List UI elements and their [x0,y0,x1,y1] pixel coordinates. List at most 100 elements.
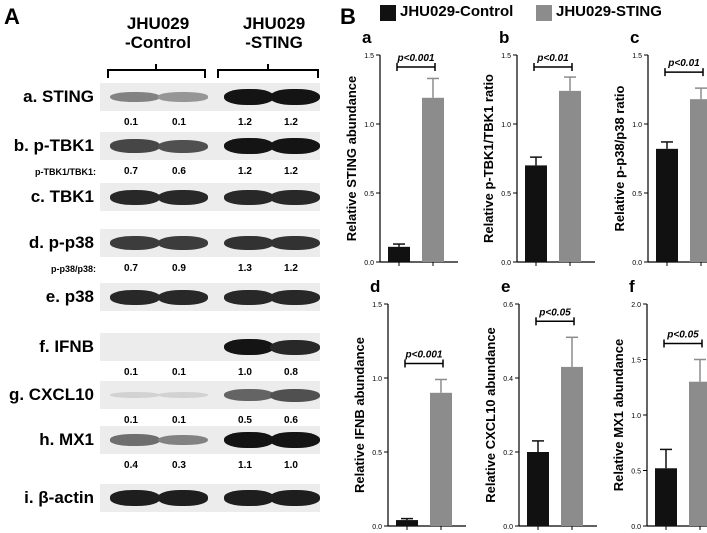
bar [388,246,410,262]
group-label-sting-line2: -STING [245,33,303,52]
bar [396,520,418,526]
blot-band [224,235,274,251]
densitometry-value: 0.9 [172,263,186,274]
blot-row-label: d. p-p38 [28,233,94,252]
blot-band [224,490,274,506]
legend-swatch-control [380,5,396,21]
significance-label: p<0.05 [538,307,571,318]
subpanel-letter: d [370,277,380,296]
densitometry-value: 0.1 [172,415,186,426]
blot-row-label: e. p38 [45,287,94,306]
group-brackets [107,64,319,78]
blot-band [270,289,320,305]
blot-band [270,189,320,205]
ratio-label: p-p38/p38: [50,264,96,274]
y-tick-label: 0.4 [503,376,513,383]
blot-strip [100,333,320,361]
bar [527,452,549,526]
panel-a-letter: A [4,4,20,29]
blot-band [158,139,208,153]
blot-band [224,89,274,105]
panel-b-letter: B [340,4,356,29]
subpanel-letter: f [629,277,635,296]
blot-strip [100,183,320,211]
densitometry-value: 0.1 [172,367,186,378]
y-tick-label: 1.5 [364,53,374,60]
significance-label: p<0.05 [666,330,699,341]
y-axis-label: Relative STING abundance [344,76,359,241]
blot-row-label: h. MX1 [39,430,94,449]
blot-strip [100,229,320,257]
blot-band [110,490,160,506]
blot-band [270,235,320,251]
y-tick-label: 1.5 [631,358,641,365]
bar [689,381,707,526]
blot-band [270,89,320,105]
blot-band [270,490,320,506]
densitometry-value: 0.1 [124,367,138,378]
blot-row-label: f. IFNB [39,337,94,356]
y-tick-label: 0.6 [503,302,513,309]
y-tick-label: 0.0 [501,260,511,267]
blot-band [110,139,160,153]
densitometry-value: 1.3 [238,263,252,274]
blot-band [110,91,160,103]
y-tick-label: 1.0 [364,122,374,129]
y-axis-label: Relative IFNB abundance [352,337,367,493]
subpanel-letter: c [630,28,639,47]
densitometry-value: 0.6 [172,166,186,177]
y-tick-label: 0.0 [372,524,382,531]
blot-band [110,391,160,399]
y-tick-label: 1.0 [632,122,642,129]
bar [525,165,547,262]
y-tick-label: 0.5 [364,191,374,198]
subpanel-letter: b [499,28,509,47]
y-tick-label: 1.0 [631,413,641,420]
group-label-control-line2: -Control [124,33,192,52]
densitometry-value: 1.2 [284,263,298,274]
densitometry-value: 1.2 [284,117,298,128]
blot-band [110,289,160,305]
y-tick-label: 0.5 [501,191,511,198]
densitometry-value: 0.7 [124,263,138,274]
blot-strip [100,283,320,311]
blot-band [270,432,320,448]
significance-label: p<0.01 [536,53,569,64]
group-label-control-line1: JHU029 [126,14,190,33]
ratio-label: p-TBK1/TBK1: [35,167,96,177]
densitometry-value: 1.2 [238,166,252,177]
blot-row-label: g. CXCL10 [8,385,94,404]
legend-swatch-sting [536,5,552,21]
blot-band [224,138,274,154]
legend-label-sting: JHU029-STING [556,3,662,20]
bar [422,97,444,262]
densitometry-value: 0.1 [124,117,138,128]
bar [561,366,583,526]
subpanel-letter: e [501,277,510,296]
y-tick-label: 1.0 [501,122,511,129]
group-label-sting: JHU029 -STING [214,14,334,52]
densitometry-value: 1.2 [238,117,252,128]
blot-band [110,434,160,446]
blot-band [158,391,208,399]
significance-label: p<0.001 [405,349,443,360]
y-tick-label: 1.5 [632,53,642,60]
y-tick-label: 0.0 [631,524,641,531]
blot-strip [100,426,320,454]
blot-band [158,434,208,446]
blot-band [224,339,274,355]
y-tick-label: 1.5 [501,53,511,60]
bar [430,392,452,526]
y-tick-label: 0.5 [372,450,382,457]
y-axis-label: Relative MX1 abundance [611,339,626,491]
densitometry-value: 0.3 [172,460,186,471]
blot-band [270,388,320,402]
legend-label-control: JHU029-Control [400,3,514,20]
blot-band [158,92,208,102]
bar [656,148,678,262]
y-axis-label: Relative CXCL10 abundance [483,327,498,503]
blot-band [110,189,160,205]
blot-strip [100,132,320,160]
densitometry-value: 0.5 [238,415,252,426]
